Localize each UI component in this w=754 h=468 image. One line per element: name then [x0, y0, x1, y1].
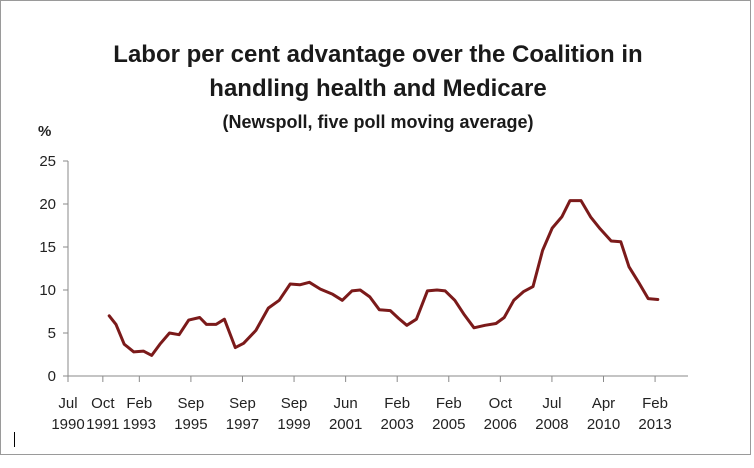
y-tick-label: 20	[39, 196, 56, 213]
x-tick-label: Oct	[91, 395, 115, 412]
x-tick-label: 2008	[535, 416, 568, 433]
x-tick-label: Apr	[592, 395, 615, 412]
x-tick-label: Jul	[542, 395, 561, 412]
chart-title-line-1: Labor per cent advantage over the Coalit…	[113, 41, 642, 68]
text-cursor	[14, 432, 15, 447]
x-tick-label: 2005	[432, 416, 465, 433]
y-axis-unit-label: %	[38, 123, 51, 140]
chart-subtitle: (Newspoll, five poll moving average)	[222, 112, 533, 132]
x-ticks: Jul 1990 Oct 1991 Feb 1993 Sep 1995 Sep 1997 Sep 19…	[51, 376, 672, 433]
x-tick-label: Jun	[334, 395, 358, 412]
x-tick-label: 1991	[86, 416, 119, 433]
x-tick-label: Sep	[229, 395, 256, 412]
y-tick-label: 5	[48, 325, 56, 342]
x-tick-label: Jul	[58, 395, 77, 412]
x-tick-label: 1997	[226, 416, 259, 433]
x-tick-label: Feb	[642, 395, 668, 412]
y-tick-label: 0	[48, 368, 56, 385]
x-tick-label: Feb	[436, 395, 462, 412]
x-tick-label: Feb	[384, 395, 410, 412]
chart-frame	[0, 0, 751, 455]
x-tick-label: Sep	[281, 395, 308, 412]
x-tick-label: Oct	[489, 395, 513, 412]
x-tick-label: 2001	[329, 416, 362, 433]
y-tick-label: 10	[39, 282, 56, 299]
x-tick-label: 1993	[123, 416, 156, 433]
x-tick-label: 1999	[277, 416, 310, 433]
x-tick-label: 2006	[484, 416, 517, 433]
series-group	[107, 199, 660, 357]
series-line	[107, 199, 660, 357]
x-tick-label: 1995	[174, 416, 207, 433]
x-tick-label: Feb	[126, 395, 152, 412]
axes	[67, 161, 688, 377]
x-tick-label: 1990	[51, 416, 84, 433]
y-tick-label: 25	[39, 153, 56, 170]
y-tick-label: 15	[39, 239, 56, 256]
chart-title-line-2: handling health and Medicare	[209, 75, 546, 102]
x-tick-label: 2013	[638, 416, 671, 433]
y-ticks: 0 5 10 15 20 25	[39, 153, 68, 385]
x-tick-label: 2003	[381, 416, 414, 433]
x-tick-label: Sep	[178, 395, 205, 412]
x-tick-label: 2010	[587, 416, 620, 433]
